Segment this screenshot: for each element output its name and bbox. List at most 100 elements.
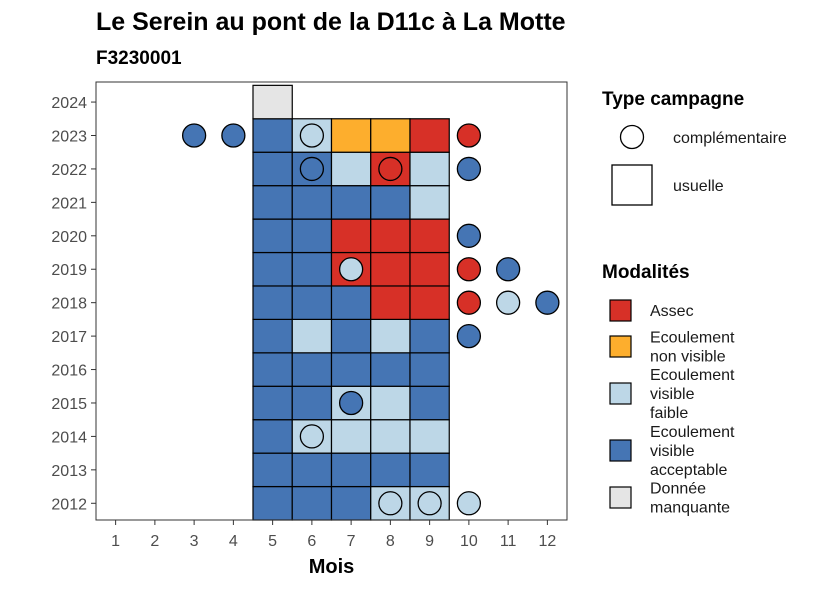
tile-2013-6 bbox=[291, 452, 333, 488]
tile-2017-7 bbox=[330, 318, 372, 354]
tile-2021-6 bbox=[291, 185, 333, 220]
legend-label-usuelle: usuelle bbox=[673, 178, 724, 195]
tile-2016-9 bbox=[409, 352, 450, 387]
tile-2020-8 bbox=[370, 218, 411, 254]
tile-2018-8 bbox=[370, 285, 411, 320]
x-tick-label-1: 1 bbox=[111, 533, 120, 550]
tile-2014-7 bbox=[330, 419, 372, 454]
tile-2013-7 bbox=[330, 452, 372, 488]
tile-2015-5 bbox=[252, 385, 293, 421]
legend-type-items: complémentaire usuelle bbox=[611, 124, 787, 206]
tile-2013-5 bbox=[252, 452, 293, 488]
point-2012-9 bbox=[417, 491, 442, 516]
point-2023-4 bbox=[221, 123, 246, 148]
y-axis: 2012 2013 2014 2015 2016 2017 2018 2019 2020 2021… bbox=[51, 95, 96, 513]
tile-2015-8 bbox=[370, 385, 411, 421]
tile-2022-9 bbox=[409, 151, 450, 187]
tile-2017-9 bbox=[409, 318, 450, 354]
y-tick-label-2015: 2015 bbox=[51, 396, 87, 413]
y-tick-label-2020: 2020 bbox=[51, 229, 87, 246]
point-2019-11 bbox=[495, 257, 521, 282]
point-2022-10 bbox=[456, 156, 482, 182]
tile-2023-5 bbox=[252, 118, 293, 153]
x-tick-label-3: 3 bbox=[190, 533, 199, 550]
tile-2012-6 bbox=[291, 485, 333, 521]
tile-2014-9 bbox=[409, 419, 450, 454]
tile-2018-7 bbox=[330, 285, 372, 320]
tile-2018-5 bbox=[252, 285, 293, 320]
y-tick-label-2016: 2016 bbox=[51, 363, 87, 380]
tile-2013-9 bbox=[409, 452, 450, 488]
point-2017-10 bbox=[456, 323, 482, 349]
legend-key-manquante bbox=[609, 486, 632, 509]
legend-key-nonvisible bbox=[609, 335, 632, 358]
x-tick-label-12: 12 bbox=[538, 533, 556, 550]
y-tick-label-2023: 2023 bbox=[51, 128, 87, 145]
point-2019-7 bbox=[338, 257, 364, 282]
point-2019-10 bbox=[456, 257, 482, 282]
point-2022-8 bbox=[378, 156, 403, 182]
legend: Type campagne complémentaire usuelle Moda… bbox=[602, 89, 787, 517]
tile-2020-6 bbox=[291, 218, 333, 254]
legend-key-assec bbox=[609, 299, 632, 322]
tile-2023-7 bbox=[330, 118, 372, 153]
tile-2018-6 bbox=[291, 285, 333, 320]
tile-2021-9 bbox=[409, 185, 450, 220]
point-2022-6 bbox=[299, 156, 325, 182]
tile-2024-5 bbox=[252, 84, 293, 120]
tile-2020-9 bbox=[409, 218, 450, 254]
tile-2016-5 bbox=[252, 352, 293, 387]
y-tick-label-2019: 2019 bbox=[51, 262, 87, 279]
x-tick-label-7: 7 bbox=[347, 533, 356, 550]
tile-2020-5 bbox=[252, 218, 293, 254]
tile-2014-5 bbox=[252, 419, 293, 454]
y-tick-label-2024: 2024 bbox=[51, 95, 87, 112]
point-2014-6 bbox=[299, 424, 325, 449]
x-axis: 1 2 3 4 5 6 7 8 9 10 11 12 bbox=[111, 520, 556, 550]
point-2018-11 bbox=[495, 290, 521, 315]
x-tick-label-11: 11 bbox=[500, 533, 517, 550]
panel-border bbox=[95, 81, 568, 521]
x-tick-label-8: 8 bbox=[386, 533, 395, 550]
point-2015-7 bbox=[338, 390, 364, 416]
x-tick-label-10: 10 bbox=[460, 533, 478, 550]
tile-2021-8 bbox=[370, 185, 411, 220]
y-tick-label-2014: 2014 bbox=[51, 429, 87, 446]
tile-2012-7 bbox=[330, 485, 372, 521]
tile-2016-6 bbox=[291, 352, 333, 387]
tile-2014-8 bbox=[370, 419, 411, 454]
tile-2023-8 bbox=[370, 118, 411, 153]
tile-2017-5 bbox=[252, 318, 293, 354]
x-tick-label-4: 4 bbox=[229, 533, 238, 550]
y-tick-label-2021: 2021 bbox=[51, 195, 87, 212]
tile-2019-8 bbox=[370, 251, 411, 287]
point-2018-10 bbox=[456, 290, 482, 315]
y-tick-label-2018: 2018 bbox=[51, 296, 87, 313]
y-tick-label-2013: 2013 bbox=[51, 463, 87, 480]
x-tick-label-5: 5 bbox=[268, 533, 277, 550]
tile-2017-8 bbox=[370, 318, 411, 354]
legend-label-faible: Ecoulement visible faible bbox=[650, 367, 735, 422]
tile-2013-8 bbox=[370, 452, 411, 488]
tile-2022-7 bbox=[330, 151, 372, 187]
legend-key-complementaire bbox=[619, 124, 645, 150]
tile-2016-7 bbox=[330, 352, 372, 387]
x-tick-label-9: 9 bbox=[425, 533, 434, 550]
y-tick-label-2022: 2022 bbox=[51, 162, 87, 179]
x-tick-label-2: 2 bbox=[150, 533, 159, 550]
legend-label-nonvisible: Ecoulement non visible bbox=[650, 330, 735, 366]
y-tick-label-2017: 2017 bbox=[51, 329, 87, 346]
chart-subtitle: F3230001 bbox=[96, 48, 182, 69]
plot-cells bbox=[252, 84, 450, 521]
tile-2021-5 bbox=[252, 185, 293, 220]
tile-2016-8 bbox=[370, 352, 411, 387]
tile-2022-5 bbox=[252, 151, 293, 187]
tile-2015-9 bbox=[409, 385, 450, 421]
legend-modalite-title: Modalités bbox=[602, 262, 690, 283]
x-axis-label: Mois bbox=[309, 556, 355, 578]
tile-2012-5 bbox=[252, 485, 293, 521]
tile-2018-9 bbox=[409, 285, 450, 320]
point-2012-10 bbox=[456, 491, 482, 516]
legend-label-complementaire: complémentaire bbox=[673, 130, 787, 147]
